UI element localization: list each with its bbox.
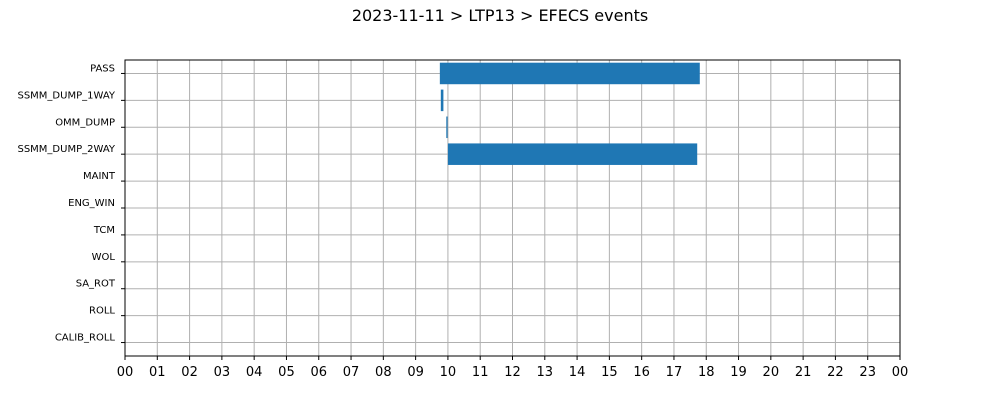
x-tick-label: 14: [569, 365, 586, 380]
y-tick-label: SSMM_DUMP_2WAY: [17, 144, 115, 155]
y-tick-label: TCM: [93, 225, 115, 236]
x-tick-label: 02: [181, 365, 198, 380]
x-tick-label: 01: [149, 365, 166, 380]
event-bar-pass: [439, 62, 700, 85]
x-tick-label: 23: [859, 365, 876, 380]
x-tick-label: 22: [827, 365, 844, 380]
x-tick-label: 10: [440, 365, 457, 380]
y-tick-label: ROLL: [89, 306, 115, 317]
y-tick-label: SSMM_DUMP_1WAY: [17, 90, 115, 101]
x-tick-label: 15: [601, 365, 618, 380]
x-tick-label: 19: [730, 365, 747, 380]
chart-title: 2023-11-11 > LTP13 > EFECS events: [351, 6, 649, 25]
x-tick-label: 12: [504, 365, 521, 380]
y-tick-label: WOL: [92, 252, 116, 263]
event-bar-ssmm-dump-1way: [440, 89, 444, 112]
event-bar-omm-dump: [446, 116, 448, 139]
x-tick-label: 04: [246, 365, 263, 380]
y-tick-label: ENG_WIN: [68, 198, 115, 209]
x-tick-label: 17: [666, 365, 683, 380]
x-tick-label: 09: [407, 365, 424, 380]
x-tick-label: 08: [375, 365, 392, 380]
event-bar-ssmm-dump-2way: [447, 143, 698, 165]
x-tick-label: 16: [633, 365, 650, 380]
x-tick-label: 03: [214, 365, 231, 380]
x-tick-label: 21: [795, 365, 812, 380]
x-tick-label: 18: [698, 365, 715, 380]
x-tick-label: 07: [343, 365, 360, 380]
x-tick-label: 20: [763, 365, 780, 380]
x-tick-label: 11: [472, 365, 489, 380]
x-tick-label: 13: [537, 365, 554, 380]
x-tick-label: 00: [117, 365, 134, 380]
y-tick-label: CALIB_ROLL: [55, 333, 116, 344]
y-tick-label: MAINT: [83, 171, 116, 182]
x-tick-label: 06: [310, 365, 327, 380]
x-tick-label: 00: [892, 365, 909, 380]
y-tick-label: SA_ROT: [76, 279, 116, 290]
x-tick-label: 05: [278, 365, 295, 380]
y-tick-label: PASS: [90, 63, 115, 74]
y-tick-label: OMM_DUMP: [55, 117, 115, 128]
